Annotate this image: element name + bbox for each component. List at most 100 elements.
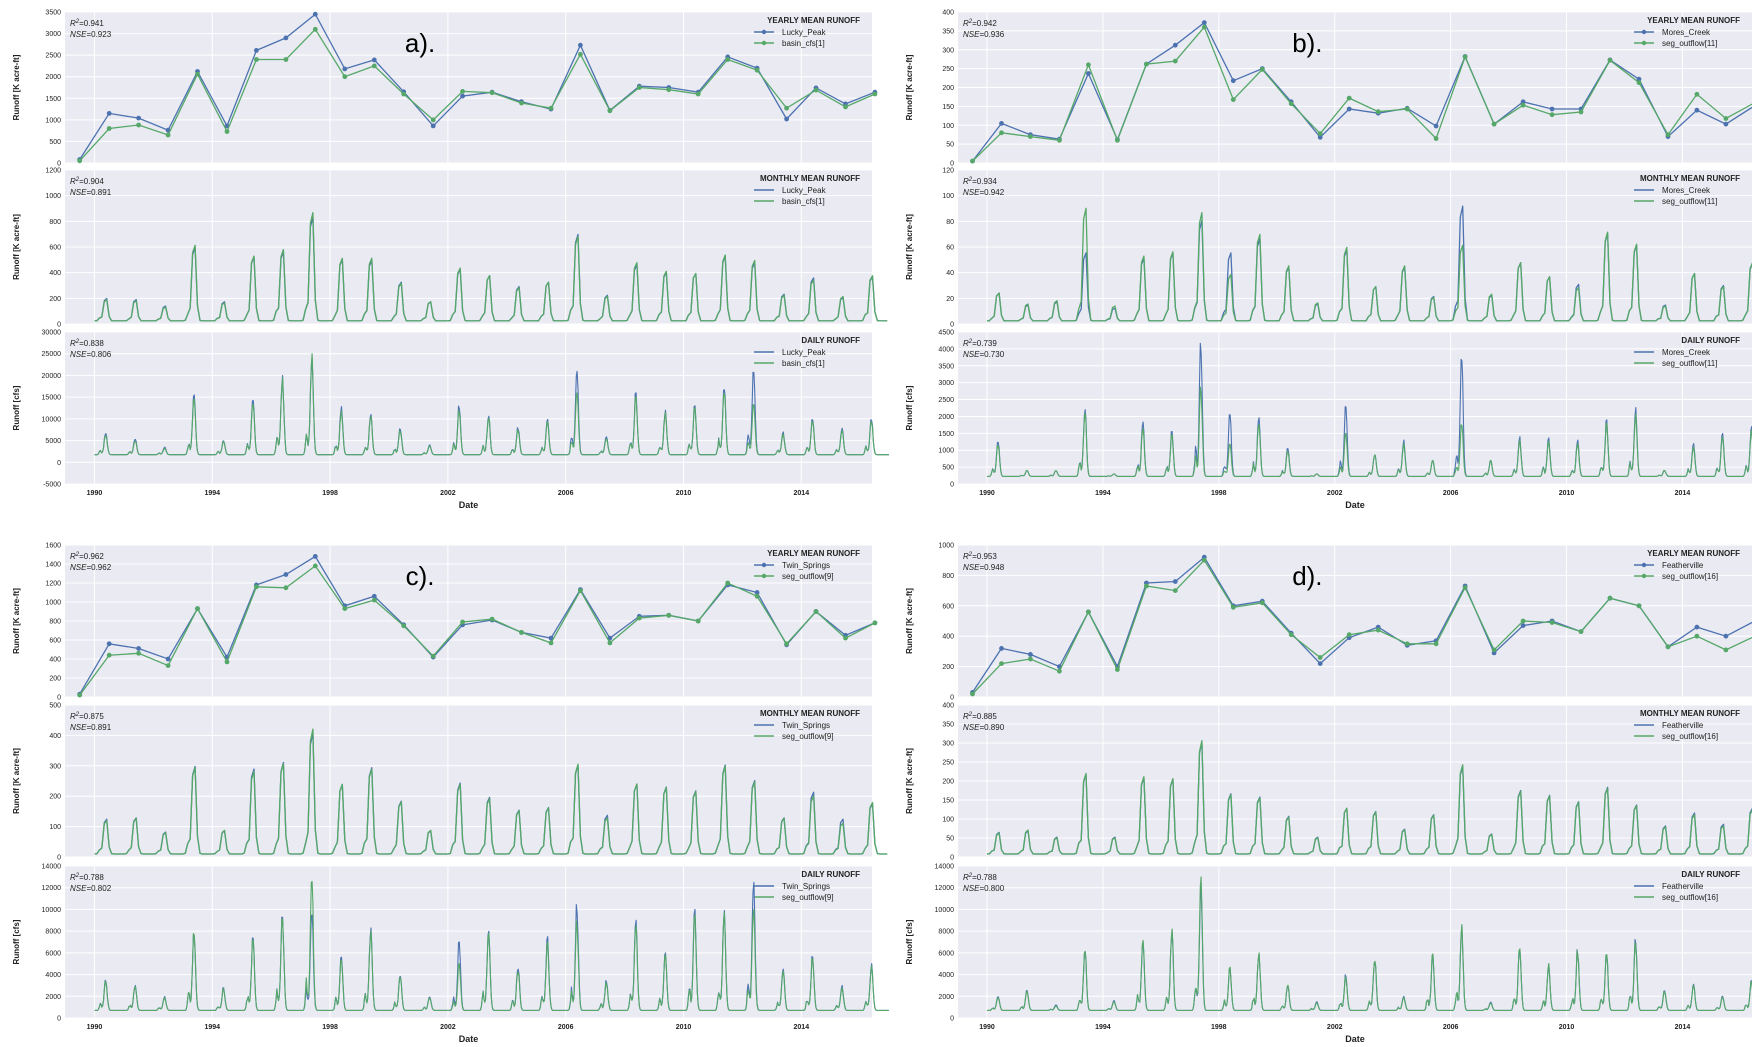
data-point [999, 661, 1004, 666]
x-tick-label: 2002 [440, 490, 456, 497]
data-point [696, 92, 701, 97]
legend-label-simulated: seg_outflow[9] [782, 893, 834, 902]
legend-label-observed: Twin_Springs [782, 561, 830, 570]
data-point [431, 654, 436, 659]
data-point [284, 572, 289, 577]
x-tick-label: 2010 [676, 490, 692, 497]
data-point [166, 663, 171, 668]
data-point [725, 57, 730, 62]
data-point [225, 660, 230, 665]
r2-stat: R2=0.875 [70, 712, 104, 721]
x-tick-label: 1990 [87, 490, 103, 497]
r2-stat: R2=0.838 [70, 339, 104, 348]
y-tick-label: 0 [950, 695, 954, 702]
y-tick-label: 30000 [42, 330, 62, 337]
nse-value: =0.962 [86, 563, 111, 572]
x-tick-label: 1998 [1211, 490, 1227, 497]
y-tick-label: 1000 [45, 600, 61, 607]
data-point [225, 129, 230, 134]
legend-label-observed: Featherville [1662, 721, 1704, 730]
data-point [490, 617, 495, 622]
data-point [1492, 648, 1497, 653]
panel-label: c). [406, 561, 435, 591]
data-point [814, 609, 819, 614]
data-point [1231, 97, 1236, 102]
y-tick-label: 14000 [42, 864, 62, 871]
data-point [1086, 71, 1091, 76]
data-point [970, 692, 975, 697]
data-point [873, 621, 878, 626]
subplot-title: MONTHLY MEAN RUNOFF [1640, 174, 1740, 183]
subplot-title: YEARLY MEAN RUNOFF [1647, 549, 1740, 558]
y-tick-label: 0 [57, 322, 61, 329]
x-axis-label: Date [459, 1034, 479, 1044]
panel-c: 02004006008001000120014001600Runoff [K a… [12, 543, 889, 1045]
data-point [1318, 661, 1323, 666]
y-tick-label: 8000 [45, 929, 61, 936]
nse-stat: NSE=0.802 [70, 884, 112, 893]
data-point [1550, 107, 1555, 112]
legend-label-observed: Twin_Springs [782, 882, 830, 891]
y-tick-label: 1600 [45, 543, 61, 550]
x-tick-label: 2014 [1675, 490, 1691, 497]
subplot-title: YEARLY MEAN RUNOFF [1647, 16, 1740, 25]
data-point [1579, 110, 1584, 115]
nse-value: =0.936 [979, 30, 1004, 39]
nse-symbol: NSE [963, 723, 980, 732]
x-tick-label: 1998 [322, 1024, 338, 1031]
data-point [1318, 131, 1323, 136]
data-point [372, 598, 377, 603]
y-axis-label: Runoff [cfs] [12, 919, 21, 964]
data-point [136, 116, 141, 121]
data-point [107, 111, 112, 116]
data-point [1695, 625, 1700, 630]
data-point [608, 641, 613, 646]
r2-stat: R2=0.885 [963, 712, 997, 721]
y-tick-label: 0 [57, 1016, 61, 1023]
r2-stat: R2=0.934 [963, 177, 997, 186]
legend-label-simulated: basin_cfs[1] [782, 39, 825, 48]
data-point [755, 594, 760, 599]
data-point [284, 585, 289, 590]
data-point [166, 133, 171, 138]
y-axis-label: Runoff [K acre-ft] [905, 588, 914, 654]
subplot-title: DAILY RUNOFF [801, 870, 860, 879]
data-point [1695, 108, 1700, 113]
x-tick-label: 1994 [204, 1024, 220, 1031]
x-tick-label: 2014 [794, 490, 810, 497]
data-point [814, 88, 819, 93]
data-point [313, 554, 318, 559]
r2-value: =0.885 [972, 712, 997, 721]
data-point [460, 89, 465, 94]
y-tick-label: 1500 [938, 431, 954, 438]
y-tick-label: 250 [942, 66, 954, 73]
data-point [77, 158, 82, 163]
x-tick-label: 2002 [1327, 1024, 1343, 1031]
y-tick-label: 1000 [45, 117, 61, 124]
nse-symbol: NSE [70, 884, 87, 893]
data-point [313, 12, 318, 17]
r2-stat: R2=0.941 [70, 19, 104, 28]
legend-label-simulated: seg_outflow[16] [1662, 893, 1718, 902]
data-point [1086, 62, 1091, 67]
x-tick-label: 2006 [1443, 490, 1459, 497]
x-tick-label: 1998 [322, 490, 338, 497]
data-point [1231, 78, 1236, 83]
data-point [1347, 107, 1352, 112]
nse-value: =0.923 [86, 30, 111, 39]
y-tick-label: 8000 [938, 929, 954, 936]
nse-symbol: NSE [70, 30, 87, 39]
y-tick-label: 200 [49, 676, 61, 683]
legend-marker-observed [762, 30, 766, 34]
y-tick-label: 100 [942, 123, 954, 130]
subplot-title: DAILY RUNOFF [801, 336, 860, 345]
plot-area [65, 705, 872, 857]
y-tick-label: 50 [946, 836, 954, 843]
y-tick-label: 200 [942, 85, 954, 92]
y-tick-label: 2500 [938, 397, 954, 404]
nse-symbol: NSE [70, 350, 87, 359]
legend-label-simulated: seg_outflow[11] [1662, 39, 1717, 48]
data-point [725, 581, 730, 586]
r2-value: =0.788 [79, 873, 104, 882]
